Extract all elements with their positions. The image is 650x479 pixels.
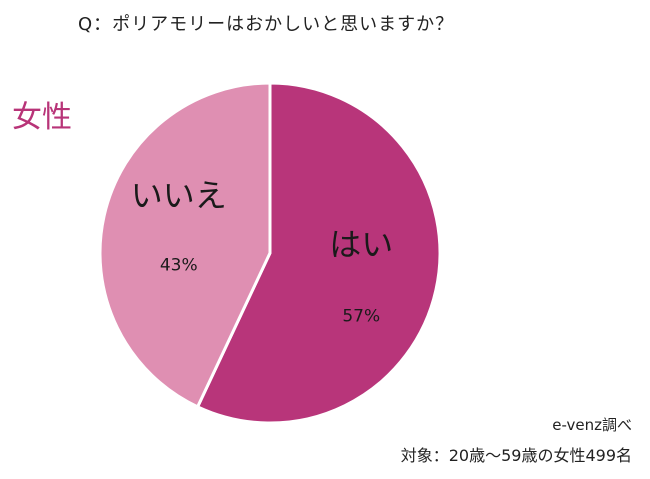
source-note: e-venz調べ	[552, 416, 632, 434]
slice-percent-yes: 57%	[342, 306, 380, 326]
target-note: 対象：20歳〜59歳の女性499名	[400, 446, 632, 465]
chart-question-title: Q：ポリアモリーはおかしいと思いますか？	[78, 14, 455, 35]
pie-slice-yes	[196, 81, 442, 425]
slice-label-yes: はい	[329, 225, 393, 263]
pie-slice-no	[98, 81, 272, 409]
group-label: 女性	[12, 100, 72, 135]
slice-percent-no: 43%	[160, 256, 198, 276]
slice-label-no: いいえ	[131, 177, 227, 215]
